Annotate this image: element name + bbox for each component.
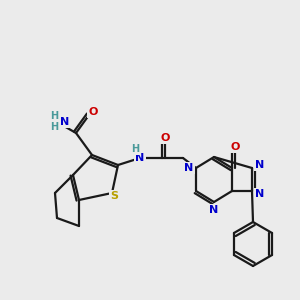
Text: N: N xyxy=(135,153,145,163)
Text: H: H xyxy=(50,122,58,132)
Text: O: O xyxy=(160,133,170,143)
Text: H: H xyxy=(50,111,58,121)
Text: O: O xyxy=(230,142,240,152)
Text: H: H xyxy=(131,144,139,154)
Text: N: N xyxy=(184,163,194,173)
Text: N: N xyxy=(60,117,70,127)
Text: N: N xyxy=(255,160,265,170)
Text: N: N xyxy=(255,189,265,199)
Text: O: O xyxy=(88,107,98,117)
Text: N: N xyxy=(209,205,219,215)
Text: S: S xyxy=(110,191,118,201)
